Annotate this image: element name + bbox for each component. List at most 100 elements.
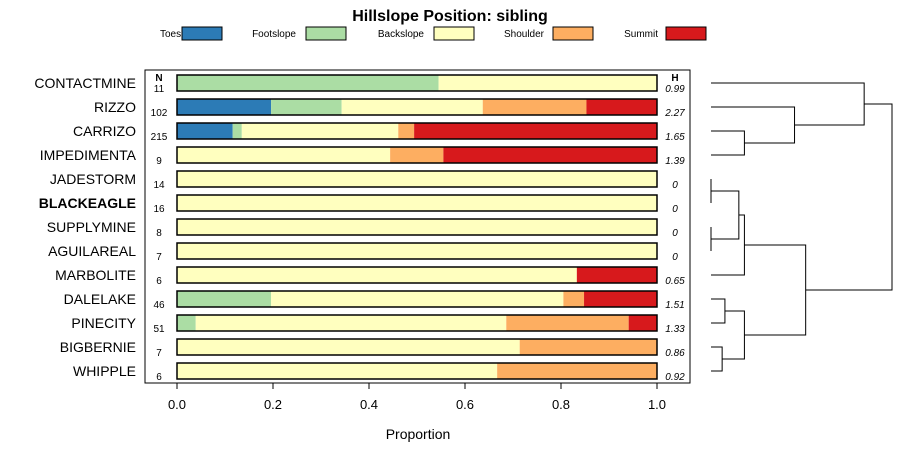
bar-row: IMPEDIMENTA 9 1.39 [40,146,685,167]
row-label: PINECITY [71,315,136,331]
bar-segment [497,363,657,379]
n-label: 16 [153,204,165,215]
dendrogram-link [711,298,726,324]
row-label: WHIPPLE [73,363,136,379]
dendrogram-link [744,244,807,336]
n-label: 11 [154,84,165,95]
bar-outline [176,122,658,140]
dendrogram-link [711,130,745,156]
bar-rows: CONTACTMINE 11 0.99 RIZZO 102 2.27 CARRIZO 215 1… [34,74,685,383]
bar-segment [414,123,657,139]
row-label: JADESTORM [50,171,136,187]
h-label: 0.65 [665,276,685,287]
h-label: 1.65 [665,132,685,143]
dendrogram-link [711,190,740,240]
bar-outline [176,242,658,260]
n-label: 102 [151,108,168,119]
legend-swatch [181,26,223,41]
bar-segment [519,339,657,355]
x-tick-label: 0.2 [264,397,282,412]
n-header: N [155,73,162,84]
legend-label: Shoulder [504,29,545,40]
bar-segment [177,339,520,355]
legend-swatch [305,26,347,41]
bar-segment [506,315,629,331]
bar-segment [341,99,483,115]
bar-row: JADESTORM 14 0 [50,170,678,191]
legend-label: Toeslope [160,29,200,40]
h-label: 0 [672,252,678,263]
bar-segment [232,123,242,139]
x-tick-label: 1.0 [648,397,666,412]
bar-segment [177,267,577,283]
x-tick-label: 0.8 [552,397,570,412]
bar-row: WHIPPLE 6 0.92 [73,362,685,383]
bar-outline [176,170,658,188]
bar-segment [584,291,657,307]
row-label: SUPPLYMINE [47,219,136,235]
bar-segment [177,291,272,307]
row-label: CARRIZO [73,123,136,139]
bar-outline [176,266,658,284]
bar-segment [586,99,657,115]
dendrogram-link [711,214,745,276]
x-axis-title: Proportion [386,426,451,442]
row-label: RIZZO [94,99,136,115]
bar-segment [482,99,587,115]
bar-outline [176,338,658,356]
row-label: DALELAKE [64,291,136,307]
bar-outline [176,218,658,236]
bar-outline [176,98,658,116]
legend-swatch [433,26,475,41]
bar-segment [177,363,498,379]
bar-row: CARRIZO 215 1.65 [73,122,685,143]
bar-row: RIZZO 102 2.27 [94,98,685,119]
n-label: 9 [156,156,162,167]
bar-segment [576,267,657,283]
n-label: 7 [156,348,162,359]
h-label: 0.92 [665,372,685,383]
x-tick-label: 0.4 [360,397,378,412]
dendrogram [710,82,893,372]
chart-title: Hillslope Position: sibling [352,8,548,25]
x-axis: 0.0 0.2 0.4 0.6 0.8 1.0 [168,383,666,412]
bar-segment [177,195,657,211]
h-label: 0.86 [665,348,685,359]
h-label: 0 [672,180,678,191]
bar-segment [271,99,342,115]
bar-outline [176,194,658,212]
h-label: 1.33 [665,324,685,335]
h-label: 1.51 [665,300,684,311]
bar-row: CONTACTMINE 11 0.99 [34,74,685,95]
bar-segment [177,99,272,115]
dendrogram-link [711,346,723,372]
bar-row: MARBOLITE 6 0.65 [55,266,685,287]
h-label: 0 [672,204,678,215]
n-label: 8 [156,228,162,239]
bar-row: PINECITY 51 1.33 [71,314,685,335]
x-tick-label: 0.0 [168,397,186,412]
dendrogram-link [711,82,865,126]
row-label: IMPEDIMENTA [40,147,137,163]
bar-segment [628,315,657,331]
bar-segment [177,171,657,187]
h-label: 2.27 [664,108,685,119]
bar-outline [176,146,658,164]
h-label: 0 [672,228,678,239]
n-label: 46 [153,300,165,311]
x-tick-label: 0.6 [456,397,474,412]
legend-swatch [552,26,594,41]
bar-segment [438,75,657,91]
legend-label: Footslope [252,29,296,40]
bar-segment [443,147,657,163]
bar-segment [177,243,657,259]
bar-row: AGUILAREAL 7 0 [48,242,678,263]
bar-row: SUPPLYMINE 8 0 [47,218,678,239]
bar-segment [398,123,415,139]
bar-row: DALELAKE 46 1.51 [64,290,685,311]
bar-segment [563,291,585,307]
n-label: 51 [153,324,165,335]
row-label: BIGBERNIE [60,339,136,355]
bar-row: BLACKEAGLE 16 0 [39,194,678,215]
